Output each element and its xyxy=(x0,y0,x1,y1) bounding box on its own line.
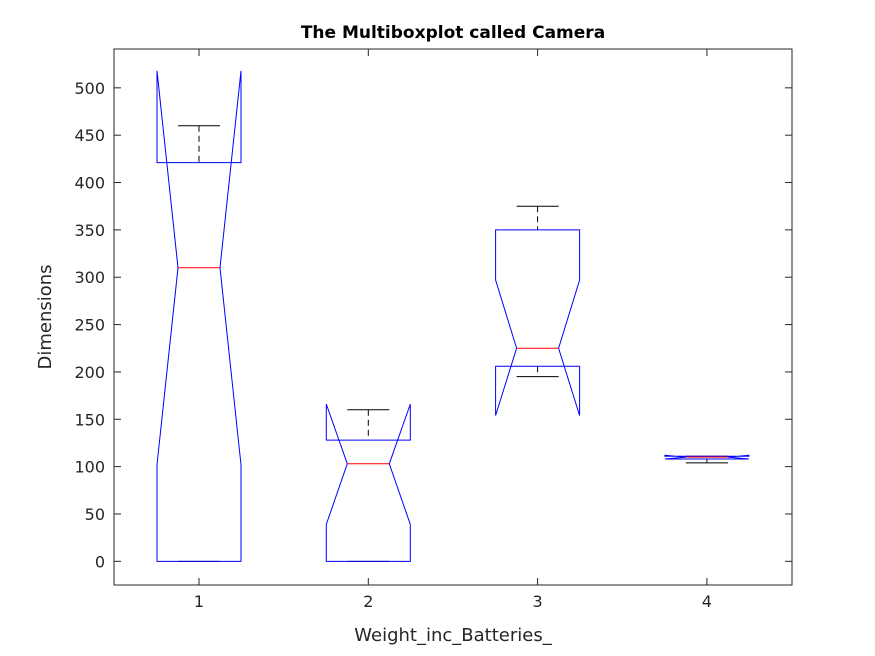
box-outline xyxy=(495,229,581,416)
chart-title: The Multiboxplot called Camera xyxy=(301,23,605,43)
y-tick-label: 300 xyxy=(74,268,105,287)
y-tick-label: 150 xyxy=(74,410,105,429)
x-tick-label: 1 xyxy=(194,592,204,611)
box-group-1 xyxy=(156,70,242,562)
y-tick-label: 250 xyxy=(74,316,105,335)
plot-area xyxy=(114,49,792,585)
y-tick-label: 50 xyxy=(85,505,105,524)
box-outline xyxy=(664,454,750,460)
boxes-layer xyxy=(156,70,750,562)
y-tick-label: 500 xyxy=(74,79,105,98)
box-group-2 xyxy=(325,403,411,562)
x-tick-label: 2 xyxy=(363,592,373,611)
y-tick-label: 200 xyxy=(74,363,105,382)
y-tick-label: 350 xyxy=(74,221,105,240)
axes-frame xyxy=(113,48,793,586)
x-axis-label: Weight_inc_Batteries_ xyxy=(354,625,552,646)
x-tick-label: 4 xyxy=(702,592,712,611)
y-axis-label: Dimensions xyxy=(35,264,56,369)
y-tick-label: 400 xyxy=(74,174,105,193)
box-group-3 xyxy=(495,205,581,416)
box-outline xyxy=(156,70,242,562)
box-outline xyxy=(325,403,411,562)
y-tick-label: 0 xyxy=(95,552,105,571)
y-tick-label: 450 xyxy=(74,126,105,145)
axes-layer: 0 50 100 150 200 250 300 350 400 450 500 1 2 3 4 xyxy=(74,48,793,611)
box-group-4 xyxy=(664,454,750,464)
y-tick-label: 100 xyxy=(74,458,105,477)
x-tick-label: 3 xyxy=(533,592,543,611)
